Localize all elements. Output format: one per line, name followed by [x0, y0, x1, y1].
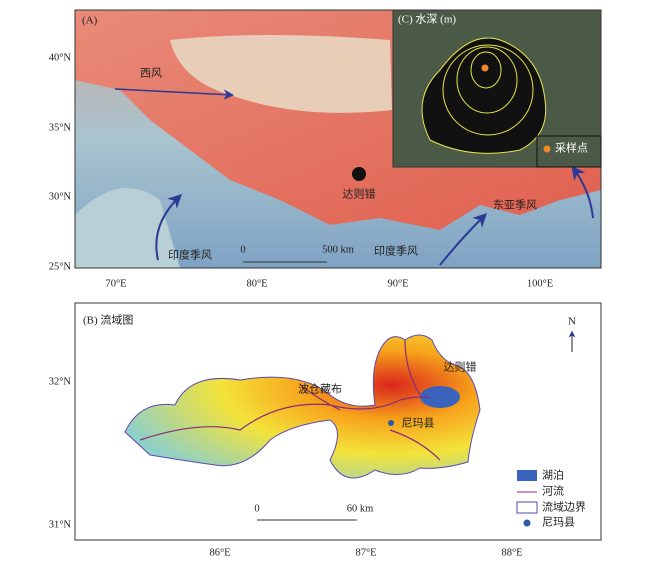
lon-label: 86°E [209, 547, 230, 558]
monsoon-label: 印度季风 [374, 244, 418, 258]
lake-marker [352, 167, 366, 181]
lon-label: 80°E [246, 278, 267, 289]
lake-contour [442, 44, 534, 136]
lake [420, 386, 460, 408]
lake-contour [470, 51, 502, 89]
lon-label: 88°E [501, 547, 522, 558]
lat-label: 40°N [49, 52, 72, 63]
scale-label: 500 km [322, 244, 354, 255]
legend-county [523, 519, 531, 527]
lat-label: 32°N [49, 376, 72, 387]
sampling-point [543, 145, 551, 153]
monsoon-arrow [155, 194, 183, 261]
inset-label: (C) 水深 (m) [398, 13, 456, 26]
panel-label: (A) [82, 15, 98, 27]
legend-label: 湖泊 [542, 469, 564, 482]
legend: 湖泊 河流 流域边界 尼玛县 [516, 469, 586, 529]
river [139, 339, 441, 461]
lat-label: 25°N [49, 261, 72, 272]
lon-label: 70°E [105, 278, 126, 289]
monsoon-arrow [571, 165, 594, 219]
lat-label: 35°N [49, 122, 72, 133]
lake-label: 达则错 [343, 187, 376, 201]
watershed [124, 334, 481, 479]
scale-label: 0 [254, 503, 259, 514]
monsoon-label: 东亚季风 [493, 199, 537, 212]
lat-label: 31°N [49, 519, 72, 530]
inset-c: 采样点 (C) 水深 (m) [392, 9, 602, 168]
scale-label: 0 [240, 244, 245, 255]
county-label: 尼玛县 [402, 417, 435, 430]
panel-label: (B) 流域图 [83, 313, 133, 327]
river-label: 波仓藏布 [298, 382, 342, 396]
westerly-label: 西风 [140, 67, 162, 80]
panel-a: (A) 40°N 35°N 30°N 25°N 70°E 80°E 90°E 1… [49, 9, 602, 289]
inset-box [536, 135, 602, 168]
legend-label: 流域边界 [542, 500, 586, 514]
westerly-arrow [114, 88, 235, 100]
lon-label: 100°E [527, 278, 553, 289]
lake-contour [456, 46, 518, 114]
legend-boundary [516, 501, 538, 514]
legend-label: 尼玛县 [542, 516, 575, 529]
scale-label: 60 km [347, 503, 374, 514]
legend-lake [517, 470, 537, 481]
sampling-label: 采样点 [555, 141, 588, 155]
lat-label: 30°N [49, 191, 72, 202]
panel-b: (B) 流域图 N 32°N 31°N 86°E 87°E 88°E 波仓藏布 … [49, 302, 602, 558]
legend-label: 河流 [542, 484, 564, 498]
lon-label: 90°E [387, 278, 408, 289]
core-site [481, 64, 489, 72]
north-label: N [568, 316, 576, 328]
monsoon-arrow [439, 213, 487, 266]
monsoon-label: 印度季风 [168, 248, 212, 262]
lon-label: 87°E [355, 547, 376, 558]
lake-label: 达则错 [444, 360, 477, 374]
lowland [75, 188, 180, 268]
county-marker [388, 420, 394, 426]
